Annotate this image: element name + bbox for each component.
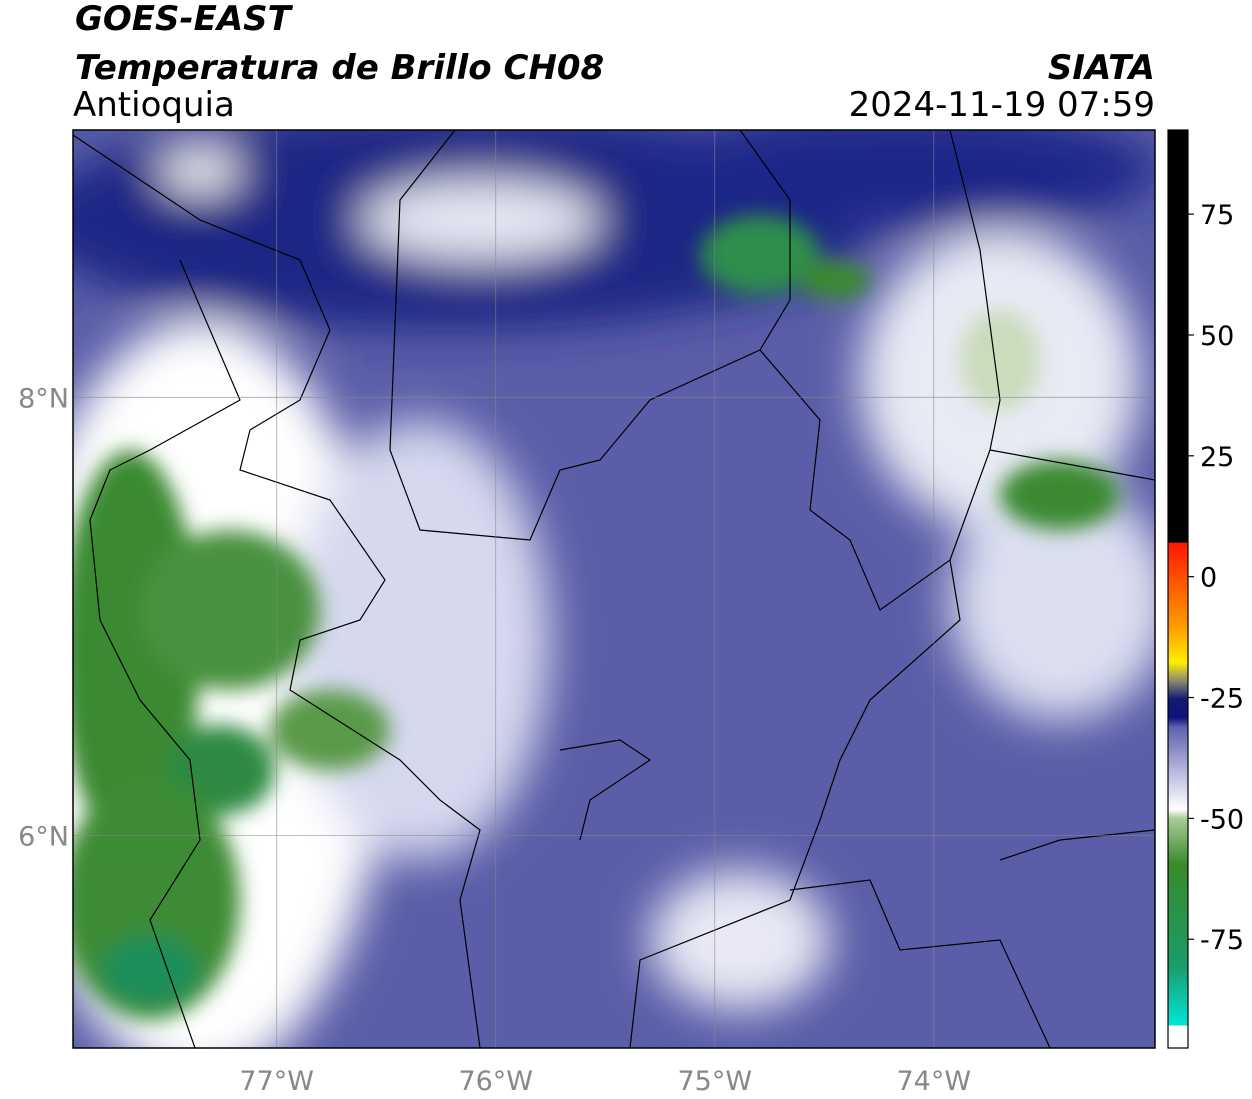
colorbar-tick-label: 75	[1200, 200, 1234, 231]
colorbar-tick-label: -25	[1200, 684, 1244, 715]
colorbar-tick-label: -75	[1200, 925, 1244, 956]
timestamp: 2024-11-19 07:59	[849, 85, 1155, 125]
x-tick-label: 76°W	[458, 1066, 533, 1097]
boundaries	[73, 130, 1155, 1048]
colorbar-tick-label: 0	[1200, 563, 1217, 594]
title: GOES-EAST	[75, 0, 294, 39]
map-frame	[72, 129, 1156, 1049]
colorbar-tick-label: 50	[1200, 321, 1234, 352]
region: Antioquia	[73, 85, 235, 125]
x-tick-label: 74°W	[897, 1066, 972, 1097]
y-tick-label: 6°N	[18, 821, 69, 852]
subtitle: Temperatura de Brillo CH08	[75, 48, 604, 88]
colorbar-tick-label: -50	[1200, 804, 1244, 835]
grid	[73, 130, 1155, 1048]
colorbar	[1167, 129, 1189, 1049]
header: GOES-EAST Temperatura de Brillo CH08 Ant…	[73, 0, 1155, 125]
source: SIATA	[1048, 48, 1155, 88]
x-tick-label: 75°W	[677, 1066, 752, 1097]
x-tick-label: 77°W	[239, 1066, 314, 1097]
y-tick-label: 8°N	[18, 383, 69, 414]
colorbar-tick-label: 25	[1200, 442, 1234, 473]
satellite-image	[73, 130, 1155, 1048]
